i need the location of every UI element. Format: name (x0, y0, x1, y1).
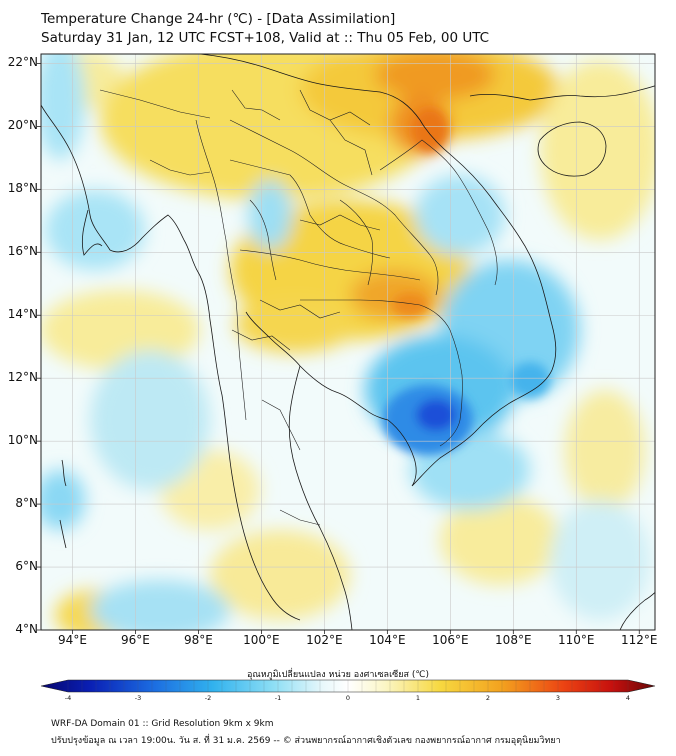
lon-label: 112°E (621, 633, 658, 647)
colorbar-title: อุณหภูมิเปลี่ยนแปลง หน่วย องศาเซลเซียส (… (246, 670, 430, 680)
graticule (41, 54, 655, 631)
coastlines (41, 54, 655, 630)
lat-label: 10°N (7, 433, 38, 448)
map-title: Temperature Change 24-hr (℃) - [Data Ass… (41, 11, 396, 27)
colorbar-tick: 0 (345, 694, 351, 702)
province-borders (99, 89, 498, 526)
lon-label: 94°E (58, 633, 87, 647)
lon-label: 108°E (495, 633, 532, 647)
lat-label: 20°N (7, 118, 38, 133)
lat-label: 14°N (7, 307, 38, 322)
lon-label: 106°E (432, 633, 469, 647)
colorbar-tick: 1 (415, 694, 421, 702)
footer-credit: ปรับปรุงข้อมูล ณ เวลา 19:00น. วัน ส. ที่… (51, 736, 561, 746)
lat-label: 18°N (7, 181, 38, 196)
map-frame (40, 53, 656, 631)
lon-label: 96°E (121, 633, 150, 647)
colorbar-tick: 2 (485, 694, 491, 702)
latitude-tick-marks (37, 63, 41, 631)
colorbar-tick: -4 (64, 694, 72, 702)
lat-label: 12°N (7, 370, 38, 385)
lat-label: 6°N (15, 559, 38, 574)
lon-label: 98°E (183, 633, 213, 647)
lon-label: 102°E (306, 633, 343, 647)
lat-label: 16°N (7, 244, 38, 259)
temperature-field (41, 54, 655, 630)
lon-label: 104°E (369, 633, 406, 647)
colorbar-tick: -3 (134, 694, 142, 702)
lat-label: 8°N (15, 496, 38, 511)
colorbar-tick: 4 (625, 694, 631, 702)
colorbar-tick: -1 (274, 694, 282, 702)
longitude-tick-marks (72, 630, 640, 634)
colorbar (40, 679, 656, 693)
lat-label: 4°N (15, 622, 38, 636)
lon-label: 100°E (243, 633, 280, 647)
colorbar-tick: -2 (204, 694, 212, 702)
lat-label: 22°N (7, 55, 38, 70)
footer-model-info: WRF-DA Domain 01 :: Grid Resolution 9km … (51, 719, 274, 729)
map-subtitle: Saturday 31 Jan, 12 UTC FCST+108, Valid … (41, 30, 490, 46)
colorbar-tick: 3 (555, 694, 561, 702)
lon-label: 110°E (558, 633, 595, 647)
